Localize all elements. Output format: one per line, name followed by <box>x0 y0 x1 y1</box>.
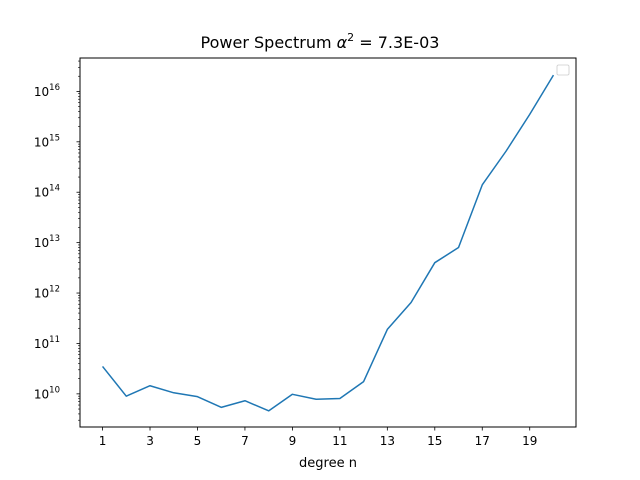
y-tick-label: 1014 <box>34 184 60 200</box>
y-tick-label: 1013 <box>34 234 60 250</box>
plot-area <box>101 74 555 412</box>
legend-box <box>556 64 570 76</box>
x-tick-label: 5 <box>194 434 202 448</box>
series-line <box>101 74 555 412</box>
x-tick-label: 19 <box>522 434 537 448</box>
x-tick-label: 7 <box>241 434 249 448</box>
x-tick-label: 1 <box>99 434 107 448</box>
y-tick-label: 1011 <box>34 335 60 351</box>
chart-title: Power Spectrum α2 = 7.3E-03 <box>201 31 440 52</box>
y-axis: 1010 1011 1012 1013 1014 1015 1016 <box>34 60 80 421</box>
y-tick-label: 1016 <box>34 83 60 99</box>
x-tick-label: 11 <box>332 434 347 448</box>
x-axis-label: degree n <box>299 456 357 471</box>
x-tick-label: 15 <box>427 434 442 448</box>
y-tick-label: 1015 <box>34 133 60 149</box>
y-tick-label: 1010 <box>34 385 60 401</box>
y-tick-label: 1012 <box>34 285 60 301</box>
x-tick-label: 17 <box>475 434 490 448</box>
x-tick-label: 13 <box>380 434 395 448</box>
x-tick-label: 9 <box>289 434 297 448</box>
x-axis: 1 3 5 7 9 11 13 15 17 19 <box>99 427 537 448</box>
x-tick-label: 3 <box>146 434 154 448</box>
